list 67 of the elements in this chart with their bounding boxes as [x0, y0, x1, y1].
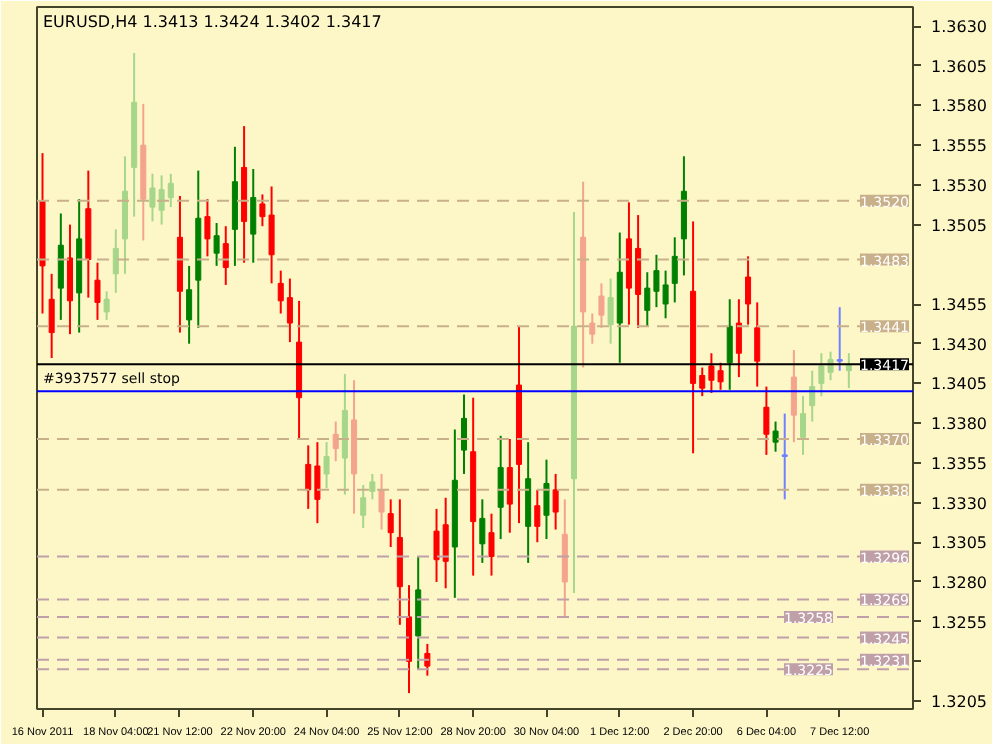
candlestick [48, 272, 55, 359]
candlestick [360, 484, 367, 529]
candlestick [781, 412, 788, 501]
candlestick [488, 512, 495, 577]
candlestick [534, 488, 541, 544]
candlestick [790, 349, 797, 444]
y-tick-label: 1.3630 [931, 18, 987, 37]
candlestick [460, 393, 468, 475]
candlestick [57, 212, 64, 321]
candlestick [378, 472, 385, 531]
y-tick-label: 1.3505 [931, 216, 987, 235]
y-tick-label: 1.3405 [931, 375, 987, 394]
candlestick [525, 441, 532, 564]
candlestick [561, 498, 568, 618]
candlestick [589, 312, 596, 345]
candlestick [121, 155, 128, 275]
candlestick [800, 395, 807, 456]
candlestick [745, 255, 752, 326]
y-tick-label: 1.3580 [931, 97, 987, 116]
candlestick [552, 472, 559, 531]
candlestick [680, 155, 687, 277]
y-tick-label: 1.3330 [931, 494, 987, 513]
candlestick [341, 372, 348, 496]
candlestick [543, 458, 550, 541]
candlestick [204, 198, 211, 258]
candlestick [369, 472, 376, 501]
candlestick [250, 168, 257, 264]
candlestick [735, 298, 742, 379]
candlestick [323, 441, 330, 490]
y-tick-label: 1.3605 [931, 57, 987, 76]
y-tick-label: 1.3355 [931, 454, 987, 473]
candlestick [598, 282, 605, 329]
candlestick [763, 385, 770, 456]
y-tick-label: 1.3430 [931, 335, 987, 354]
candlestick [836, 306, 843, 372]
y-tick-label: 1.3555 [931, 137, 987, 156]
candlestick [671, 236, 678, 304]
candlestick [726, 298, 733, 391]
candlestick [286, 277, 293, 344]
candlestick [112, 228, 119, 294]
candlestick [772, 420, 779, 453]
candlestick [809, 369, 816, 423]
candlestick [497, 434, 504, 541]
candlestick [231, 145, 238, 267]
y-tick-label: 1.3205 [931, 693, 987, 712]
y-tick-label: 1.3305 [931, 534, 987, 553]
candlestick [387, 498, 394, 548]
y-tick-label: 1.3380 [931, 415, 987, 434]
y-tick-label: 1.3530 [931, 176, 987, 195]
y-tick-label: 1.3455 [931, 296, 987, 314]
candlestick [479, 498, 486, 564]
candlestick [94, 261, 101, 321]
candlestick [406, 584, 413, 695]
candlestick [222, 225, 229, 286]
candlestick [103, 290, 110, 321]
candlestick [415, 555, 422, 671]
candlestick [424, 642, 431, 677]
candlestick [607, 277, 614, 345]
candlestick [186, 264, 193, 345]
candlestick [66, 223, 74, 336]
candlestick [213, 222, 220, 267]
candlestick [754, 301, 761, 388]
y-tick-label: 1.3255 [931, 613, 987, 632]
candlestick [506, 438, 513, 534]
candlestick [332, 420, 339, 463]
y-tick-label: 1.3280 [931, 573, 987, 592]
chart-title: EURUSD,H4 1.3413 1.3424 1.3402 1.3417 [43, 13, 382, 31]
